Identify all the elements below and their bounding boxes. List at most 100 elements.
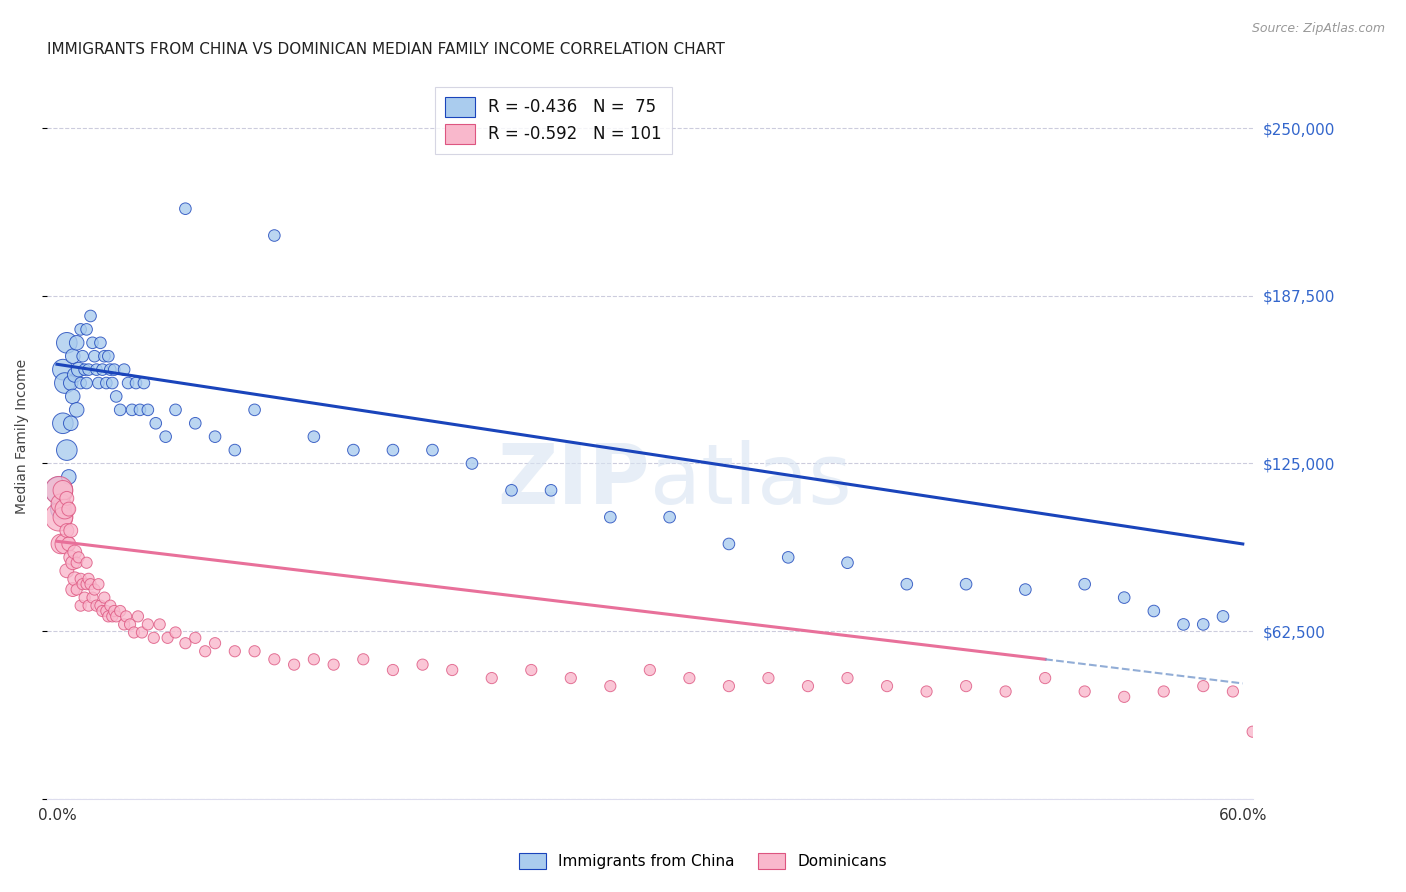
Text: ZIP: ZIP [498,440,650,521]
Point [1360,698,1382,712]
Point [778,550,800,565]
Point [66,556,89,570]
Point [638,663,661,677]
Legend: R = -0.436   N =  75, R = -0.592   N = 101: R = -0.436 N = 75, R = -0.592 N = 101 [434,87,672,154]
Point [73,591,96,605]
Point [52,417,75,431]
Point [112,617,135,632]
Point [83,349,105,363]
Point [501,483,523,498]
Point [96,376,118,390]
Point [994,684,1017,698]
Point [224,443,246,458]
Point [97,609,120,624]
Point [1192,679,1215,693]
Point [194,644,217,658]
Point [381,443,404,458]
Point [165,625,187,640]
Point [69,376,91,390]
Point [136,402,159,417]
Point [717,537,740,551]
Point [79,309,101,323]
Point [62,349,84,363]
Point [63,545,86,559]
Point [461,457,484,471]
Point [62,389,84,403]
Point [58,502,80,516]
Point [481,671,503,685]
Point [56,335,79,350]
Point [56,524,79,538]
Point [352,652,374,666]
Point [91,604,114,618]
Point [1212,609,1234,624]
Point [1301,690,1323,704]
Point [599,510,621,524]
Point [108,402,131,417]
Point [56,443,79,458]
Point [76,556,98,570]
Point [48,510,70,524]
Point [121,402,143,417]
Point [678,671,700,685]
Point [72,577,94,591]
Point [560,671,582,685]
Point [105,609,128,624]
Point [49,537,72,551]
Point [86,362,108,376]
Point [108,604,131,618]
Point [797,679,820,693]
Point [155,430,177,444]
Point [59,376,82,390]
Point [97,349,120,363]
Point [96,604,118,618]
Point [896,577,918,591]
Point [658,510,681,524]
Point [58,470,80,484]
Point [283,657,305,672]
Point [1014,582,1036,597]
Point [77,599,100,613]
Point [93,591,115,605]
Point [66,335,89,350]
Point [263,652,285,666]
Point [263,228,285,243]
Point [93,349,115,363]
Point [101,376,124,390]
Point [142,631,165,645]
Point [79,577,101,591]
Point [72,349,94,363]
Point [302,430,325,444]
Point [53,502,76,516]
Point [322,657,344,672]
Point [520,663,543,677]
Point [717,679,740,693]
Point [69,599,91,613]
Point [145,417,167,431]
Point [1320,698,1343,712]
Point [174,636,197,650]
Point [224,644,246,658]
Point [156,631,179,645]
Point [87,376,110,390]
Point [115,609,138,624]
Point [62,556,84,570]
Point [58,537,80,551]
Point [441,663,464,677]
Point [105,389,128,403]
Point [342,443,364,458]
Point [98,362,121,376]
Point [1153,684,1175,698]
Point [837,556,859,570]
Y-axis label: Median Family Income: Median Family Income [15,359,30,515]
Point [381,663,404,677]
Point [1340,684,1362,698]
Point [63,572,86,586]
Point [98,599,121,613]
Point [204,430,226,444]
Point [1379,679,1402,693]
Point [120,617,142,632]
Text: Source: ZipAtlas.com: Source: ZipAtlas.com [1251,22,1385,36]
Point [127,609,149,624]
Point [1399,690,1406,704]
